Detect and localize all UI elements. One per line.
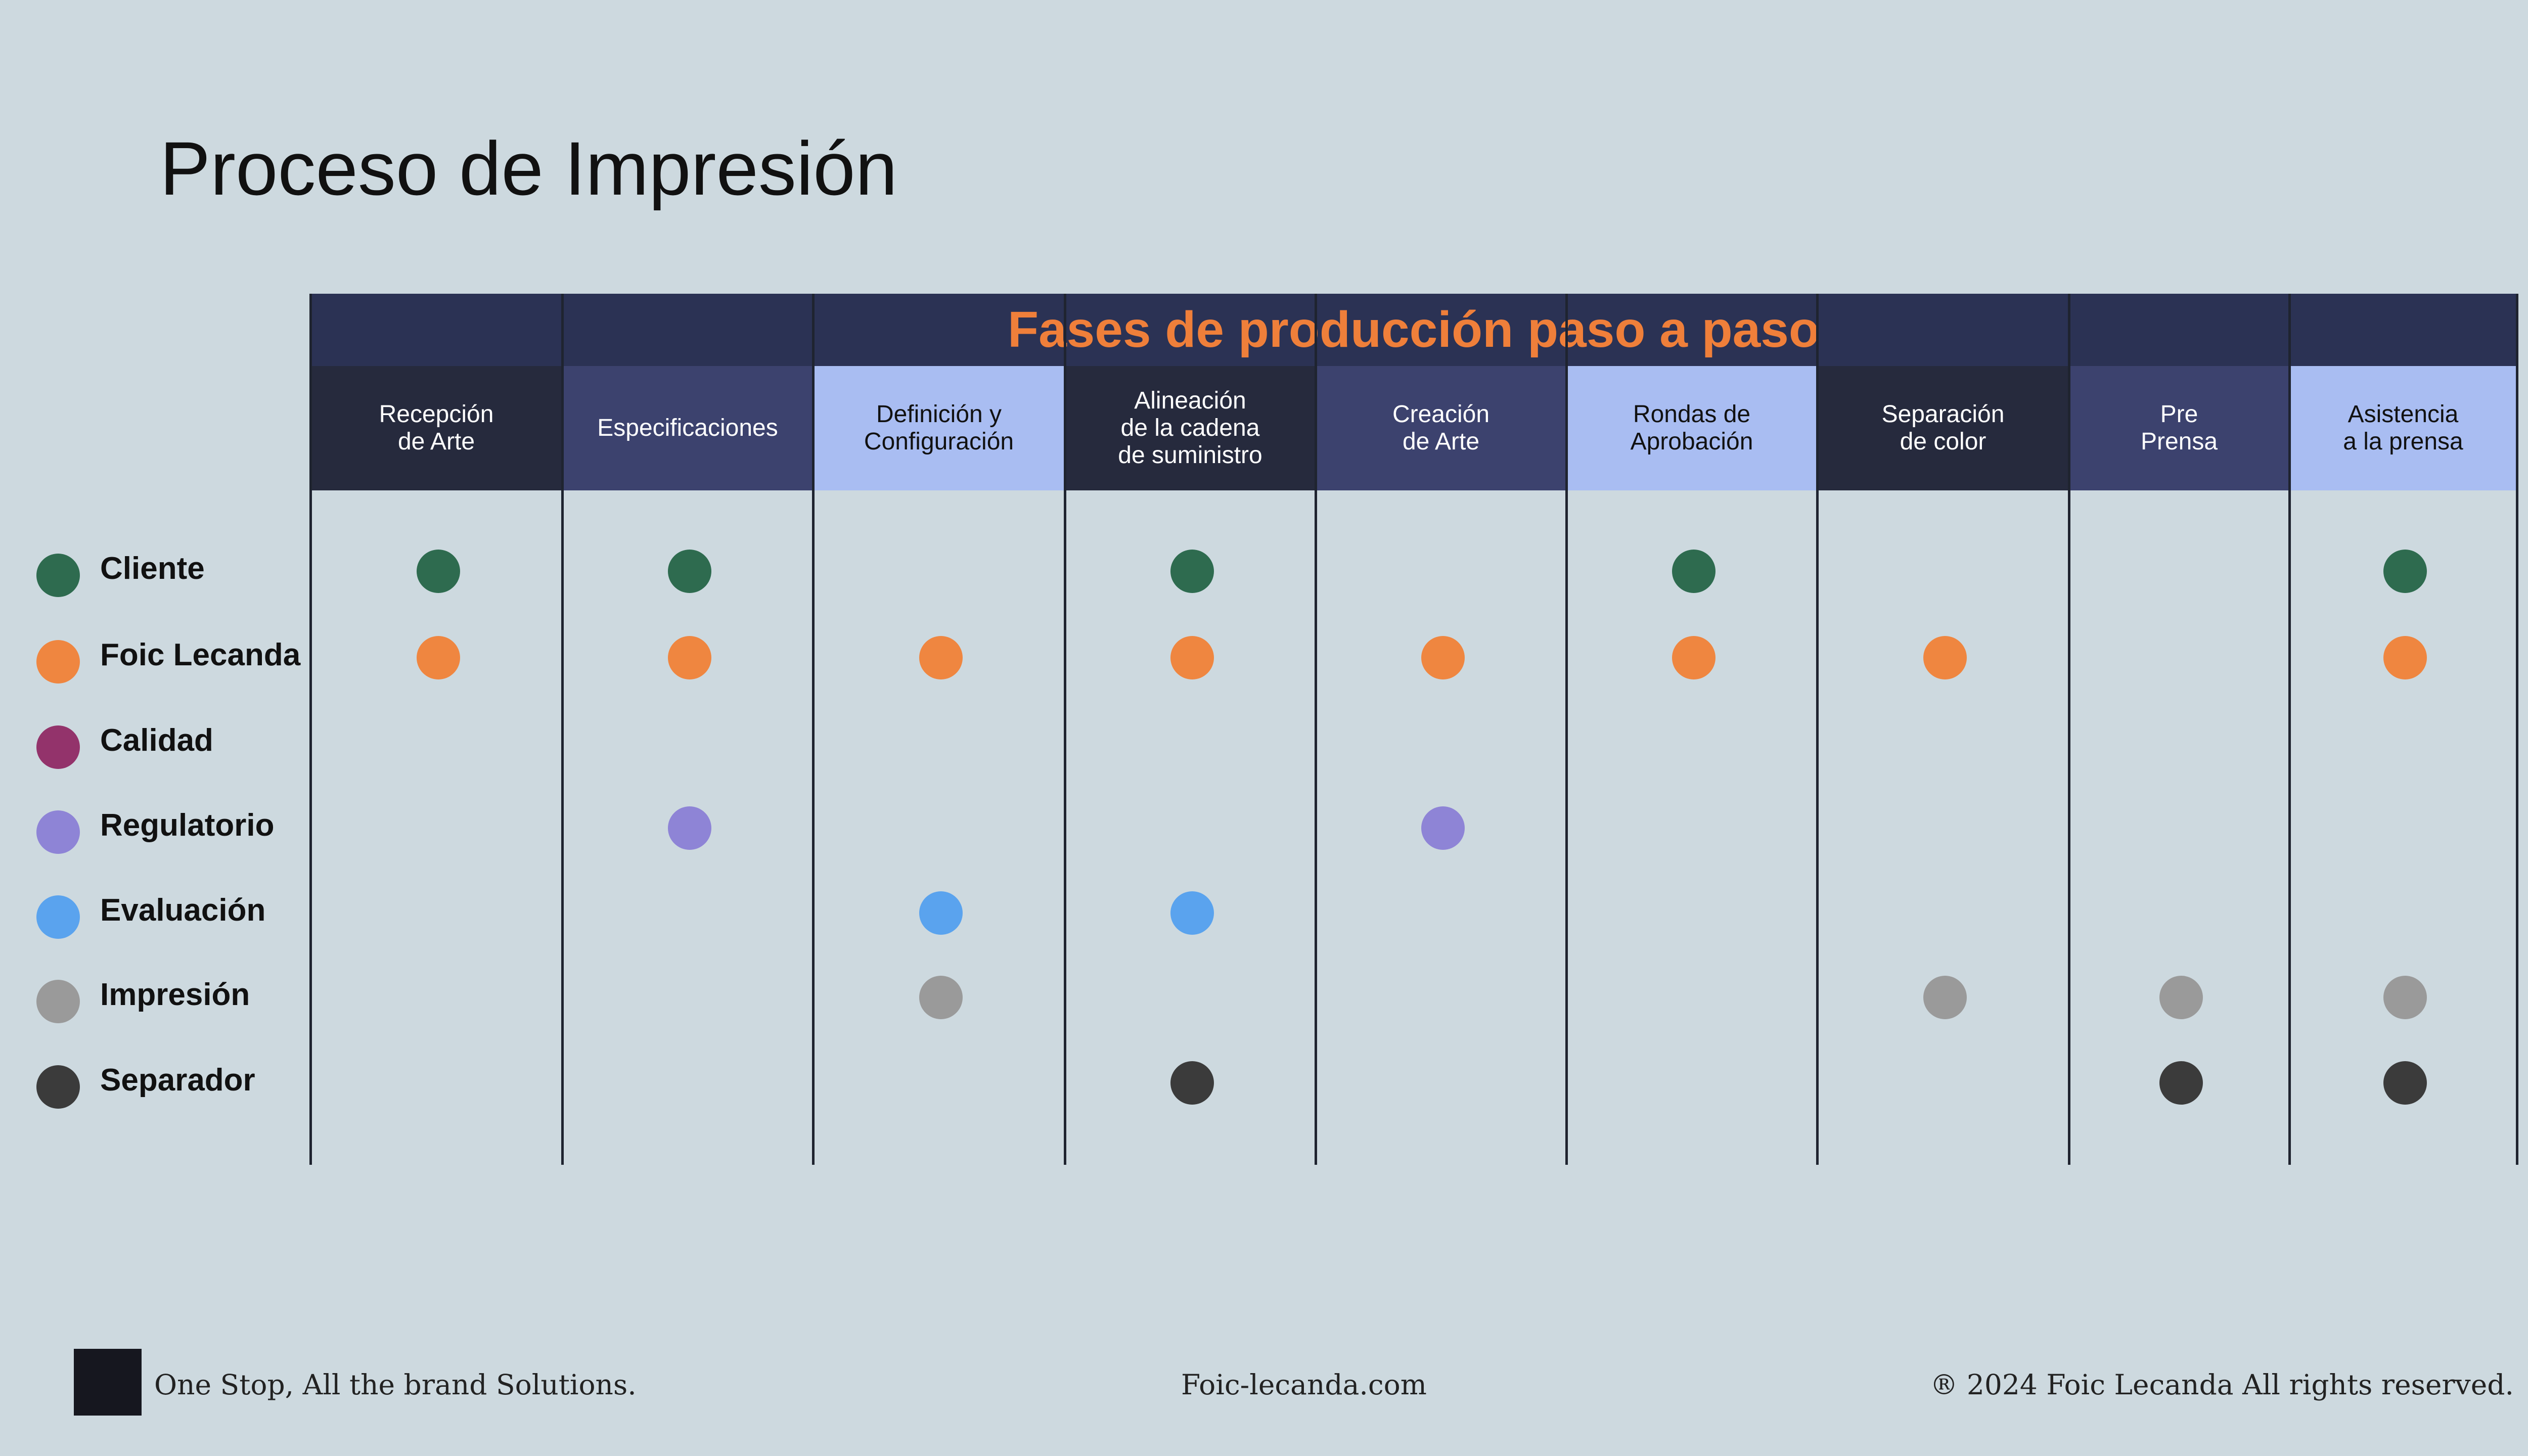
participation-dot: [417, 636, 460, 679]
participation-dot: [1170, 550, 1214, 593]
participation-dot: [1170, 636, 1214, 679]
participation-dot: [1672, 636, 1716, 679]
legend-label: Impresión: [100, 977, 250, 1012]
column-divider: [1816, 294, 1819, 1165]
legend-label: Cliente: [100, 551, 205, 586]
legend-dot: [36, 895, 80, 939]
participation-dot: [2383, 636, 2427, 679]
phase-header: Separación de color: [1817, 366, 2069, 490]
column-divider: [2068, 294, 2070, 1165]
participation-dot: [1923, 976, 1967, 1019]
legend-label: Evaluación: [100, 893, 266, 928]
legend-dot: [36, 554, 80, 597]
participation-dot: [919, 891, 963, 935]
participation-dot: [1421, 806, 1465, 850]
column-divider: [309, 294, 312, 1165]
phase-header: Definición y Configuración: [813, 366, 1065, 490]
legend-dot: [36, 640, 80, 684]
legend-label: Regulatorio: [100, 808, 275, 843]
phases-banner: Fases de producción paso a paso: [310, 294, 2517, 366]
column-divider: [2516, 294, 2518, 1165]
footer-website[interactable]: Foic-lecanda.com: [1181, 1369, 1427, 1401]
participation-dot: [1672, 550, 1716, 593]
participation-dot: [1923, 636, 1967, 679]
phase-header: Especificaciones: [562, 366, 813, 490]
footer-tagline: One Stop, All the brand Solutions.: [154, 1369, 637, 1401]
phase-header: Asistencia a la prensa: [2289, 366, 2517, 490]
participation-dot: [919, 636, 963, 679]
participation-dot: [919, 976, 963, 1019]
page-title: Proceso de Impresión: [160, 126, 898, 211]
phase-header: Pre Prensa: [2069, 366, 2289, 490]
phase-header: Rondas de Aprobación: [1566, 366, 1817, 490]
phase-header: Recepción de Arte: [310, 366, 562, 490]
brand-square-logo: [74, 1349, 142, 1416]
footer-copyright: ® 2024 Foic Lecanda All rights reserved.: [1930, 1369, 2514, 1401]
participation-dot: [668, 550, 711, 593]
participation-dot: [2383, 1061, 2427, 1105]
legend-label: Foic Lecanda: [100, 638, 301, 672]
participation-dot: [2383, 550, 2427, 593]
legend-label: Separador: [100, 1063, 255, 1098]
participation-dot: [2383, 976, 2427, 1019]
column-divider: [1565, 294, 1568, 1165]
phase-header: Alineación de la cadena de suministro: [1065, 366, 1316, 490]
participation-dot: [1170, 1061, 1214, 1105]
legend-dot: [36, 810, 80, 854]
participation-dot: [417, 550, 460, 593]
column-divider: [812, 294, 815, 1165]
column-divider: [1064, 294, 1066, 1165]
legend-dot: [36, 980, 80, 1023]
legend-dot: [36, 1065, 80, 1109]
legend-label: Calidad: [100, 723, 213, 758]
participation-dot: [1170, 891, 1214, 935]
participation-dot: [668, 806, 711, 850]
column-divider: [561, 294, 564, 1165]
participation-dot: [668, 636, 711, 679]
column-divider: [1315, 294, 1317, 1165]
participation-dot: [2159, 976, 2203, 1019]
legend-dot: [36, 725, 80, 769]
phase-header: Creación de Arte: [1316, 366, 1566, 490]
participation-dot: [2159, 1061, 2203, 1105]
participation-dot: [1421, 636, 1465, 679]
column-divider: [2288, 294, 2291, 1165]
